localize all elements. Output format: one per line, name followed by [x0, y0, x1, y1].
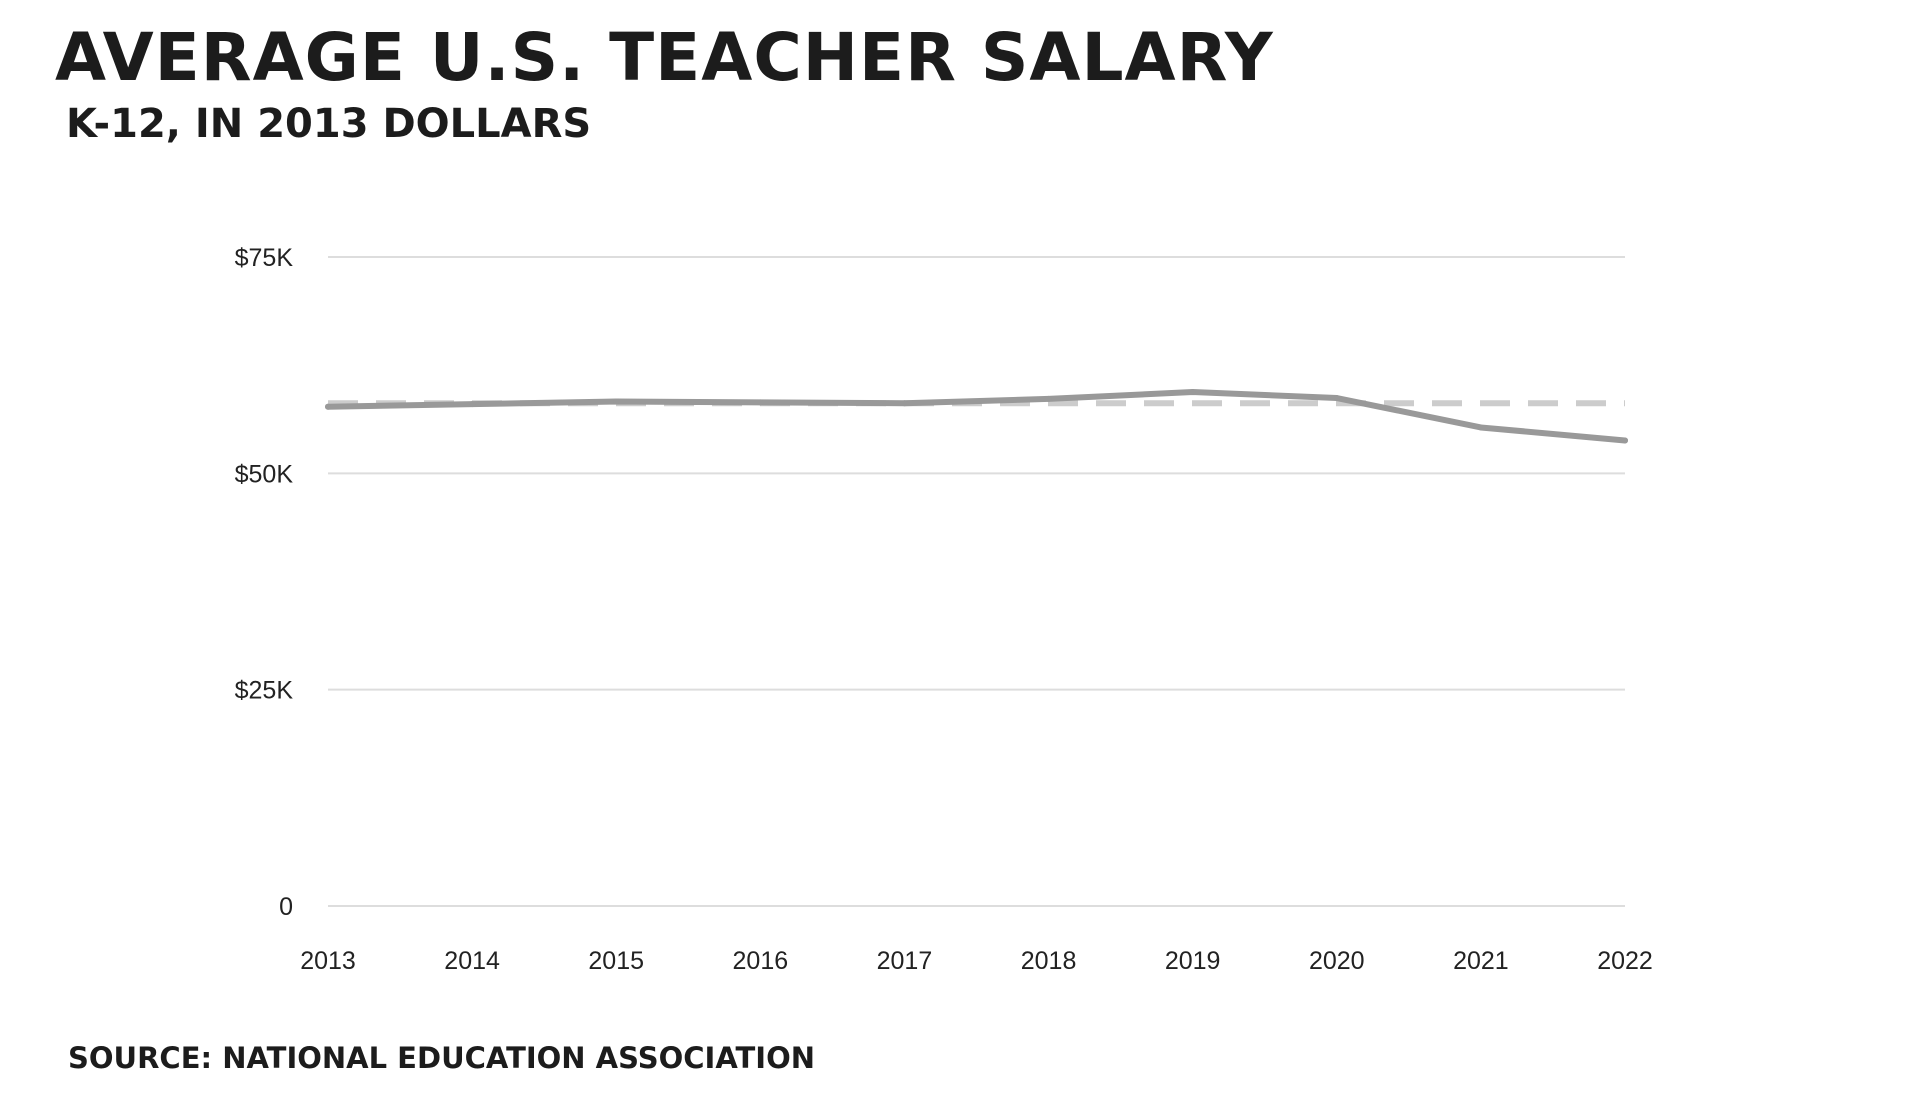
data-point [613, 398, 620, 405]
y-tick-label: 0 [279, 893, 293, 921]
x-axis-tick-labels: 2013 2014 2015 2016 2017 2018 2019 2020 2021 2022 [300, 947, 1653, 975]
data-point [1622, 437, 1628, 444]
x-tick-label: 2021 [1453, 947, 1509, 975]
x-tick-label: 2014 [444, 947, 500, 975]
chart-title: AVERAGE U.S. TEACHER SALARY [55, 19, 1274, 96]
data-point [325, 403, 331, 410]
y-tick-label: $75K [235, 244, 294, 272]
source-note: SOURCE: NATIONAL EDUCATION ASSOCIATION [68, 1041, 816, 1075]
data-point [1333, 395, 1340, 402]
grid-lines [328, 256, 1625, 907]
y-tick-label: $50K [235, 460, 294, 488]
series-group [325, 388, 1628, 444]
x-tick-label: 2019 [1165, 947, 1221, 975]
data-point [901, 400, 908, 407]
chart-subtitle: K-12, IN 2013 DOLLARS [66, 101, 592, 147]
x-tick-label: 2018 [1021, 947, 1077, 975]
y-axis-tick-labels: 0 $25K $50K $75K [235, 244, 294, 921]
data-point [469, 401, 476, 408]
x-tick-label: 2020 [1309, 947, 1365, 975]
data-point [757, 399, 764, 406]
data-point [1477, 424, 1484, 431]
data-point [1045, 395, 1052, 402]
y-tick-label: $25K [235, 677, 294, 705]
x-tick-label: 2015 [588, 947, 644, 975]
x-tick-label: 2017 [877, 947, 933, 975]
series-line [325, 388, 1628, 444]
x-tick-label: 2022 [1597, 947, 1653, 975]
x-tick-label: 2013 [300, 947, 356, 975]
x-tick-label: 2016 [733, 947, 789, 975]
data-point [1189, 388, 1196, 395]
